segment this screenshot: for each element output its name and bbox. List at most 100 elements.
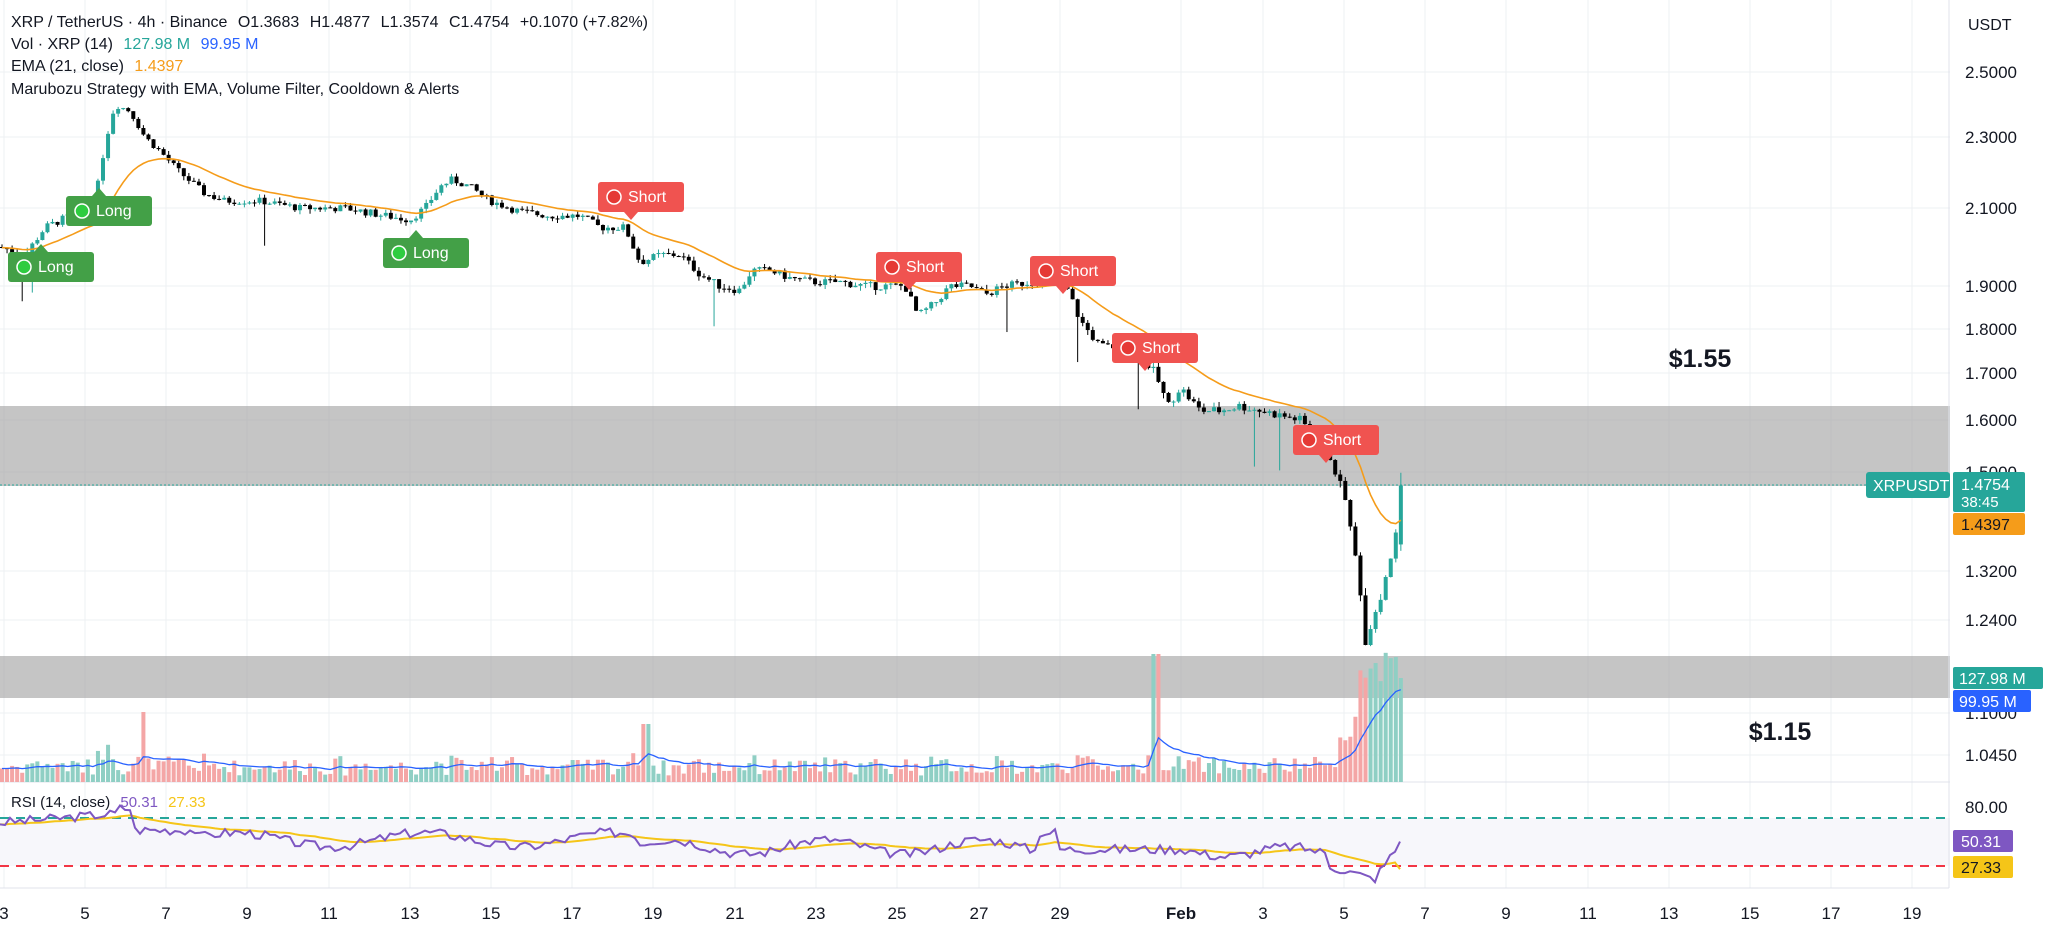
volume-bar	[85, 759, 90, 782]
candle-body	[893, 283, 898, 285]
candle-body	[454, 176, 459, 184]
volume-bar	[1004, 767, 1009, 782]
symbol-tag-bg	[1866, 472, 1950, 498]
symbol-title[interactable]: XRP / TetherUS · 4h · Binance	[11, 14, 228, 31]
strategy-legend[interactable]: Marubozu Strategy with EMA, Volume Filte…	[11, 81, 465, 99]
volume-bar	[146, 758, 151, 782]
volume-bar	[65, 771, 70, 782]
rsi-tick: 80.00	[1965, 798, 2008, 817]
volume-bar	[792, 771, 797, 782]
candle-body	[368, 209, 373, 216]
volume-bar	[60, 763, 65, 782]
candle-body	[409, 220, 414, 223]
candle-body	[1292, 417, 1297, 421]
volume-bar	[999, 760, 1004, 782]
candle-body	[156, 148, 161, 150]
candle-body	[131, 111, 136, 119]
volume-bar	[863, 765, 868, 782]
candle-body	[1383, 577, 1388, 600]
time-tick: 13	[401, 904, 420, 923]
signal-box	[876, 252, 962, 282]
candle-body	[1302, 415, 1307, 425]
candle-body	[1297, 415, 1302, 421]
volume-bar	[1075, 755, 1080, 782]
volume-bar	[55, 763, 60, 782]
volume-bar	[0, 768, 4, 782]
volume-bar	[666, 775, 671, 782]
candle-body	[1085, 322, 1090, 331]
candle-body	[1353, 526, 1358, 556]
volume-bar	[656, 773, 661, 782]
candle-body	[111, 113, 116, 134]
vol-tag: 127.98 M	[1959, 671, 2026, 688]
volume-bar	[994, 756, 999, 782]
candle-body	[166, 154, 171, 161]
volume-bar	[313, 767, 318, 782]
rsi-label: RSI (14, close)	[11, 794, 111, 811]
candle-body	[525, 209, 530, 211]
volume-bar	[181, 759, 186, 782]
volume-bar	[1267, 762, 1272, 782]
price-tick: 2.5000	[1965, 63, 2017, 82]
candle-body	[318, 207, 323, 210]
volume-bar	[1070, 768, 1075, 782]
ema-legend[interactable]: EMA (21, close) 1.4397	[11, 58, 189, 76]
candle-body	[505, 207, 509, 209]
volume-bar	[1358, 670, 1363, 782]
candle-body	[515, 208, 520, 213]
volume-bar	[141, 712, 146, 782]
volume-bar	[707, 762, 711, 782]
candle-body	[227, 197, 232, 203]
candle-body	[398, 217, 403, 221]
ohlc-close: C1.4754	[448, 14, 510, 31]
volume-bar	[535, 769, 540, 782]
volume-bar	[1237, 769, 1242, 782]
volume-bar	[363, 763, 368, 782]
candle-body	[1277, 413, 1282, 418]
volume-bar	[676, 765, 681, 782]
time-tick: 9	[1501, 904, 1510, 923]
volume-bar	[742, 770, 747, 782]
candle-body	[101, 158, 105, 181]
volume-bar	[727, 770, 732, 782]
candle-body	[383, 212, 388, 216]
resistance-zone	[0, 406, 1950, 486]
time-tick: 17	[1822, 904, 1841, 923]
volume-bar	[50, 767, 55, 782]
volume-bar	[575, 759, 580, 782]
candle-body	[1262, 411, 1267, 413]
candle-body	[30, 243, 35, 253]
candle-body	[1393, 532, 1398, 559]
volume-bar	[1277, 763, 1282, 782]
price-tick: 1.7000	[1965, 364, 2017, 383]
volume-bar	[1323, 765, 1328, 782]
candle-body	[1080, 316, 1085, 323]
volume-bar	[1116, 770, 1121, 782]
signal-text: Short	[906, 259, 945, 276]
candle-body	[121, 108, 126, 110]
candle-body	[1191, 399, 1196, 402]
candle-body	[1247, 410, 1252, 412]
time-tick: 13	[1660, 904, 1679, 923]
volume-bar	[242, 767, 247, 782]
candle-body	[1212, 407, 1216, 412]
rsi-legend[interactable]: RSI (14, close) 50.31 27.33	[11, 794, 212, 811]
time-tick: 5	[1339, 904, 1348, 923]
time-tick: 29	[1051, 904, 1070, 923]
rsi-band	[0, 818, 1950, 866]
volume-bar	[833, 759, 838, 782]
volume-bar	[813, 762, 818, 782]
axes: USDT 2.5000 2.3000 2.1000 1.9000 1.8000 1.7000…	[0, 0, 2017, 923]
volume-bar	[580, 763, 585, 782]
volume-bar	[1282, 769, 1287, 782]
candle-body	[1015, 281, 1020, 283]
candle-body	[959, 282, 964, 288]
candle-body	[782, 270, 787, 279]
volume-legend[interactable]: Vol · XRP (14) 127.98 M 99.95 M	[11, 36, 264, 54]
rsi-tag-bg	[1953, 830, 2013, 852]
volume-bar	[505, 760, 509, 782]
volume-bar	[752, 755, 757, 782]
candle-body	[873, 282, 878, 291]
volume-bar	[626, 761, 631, 782]
